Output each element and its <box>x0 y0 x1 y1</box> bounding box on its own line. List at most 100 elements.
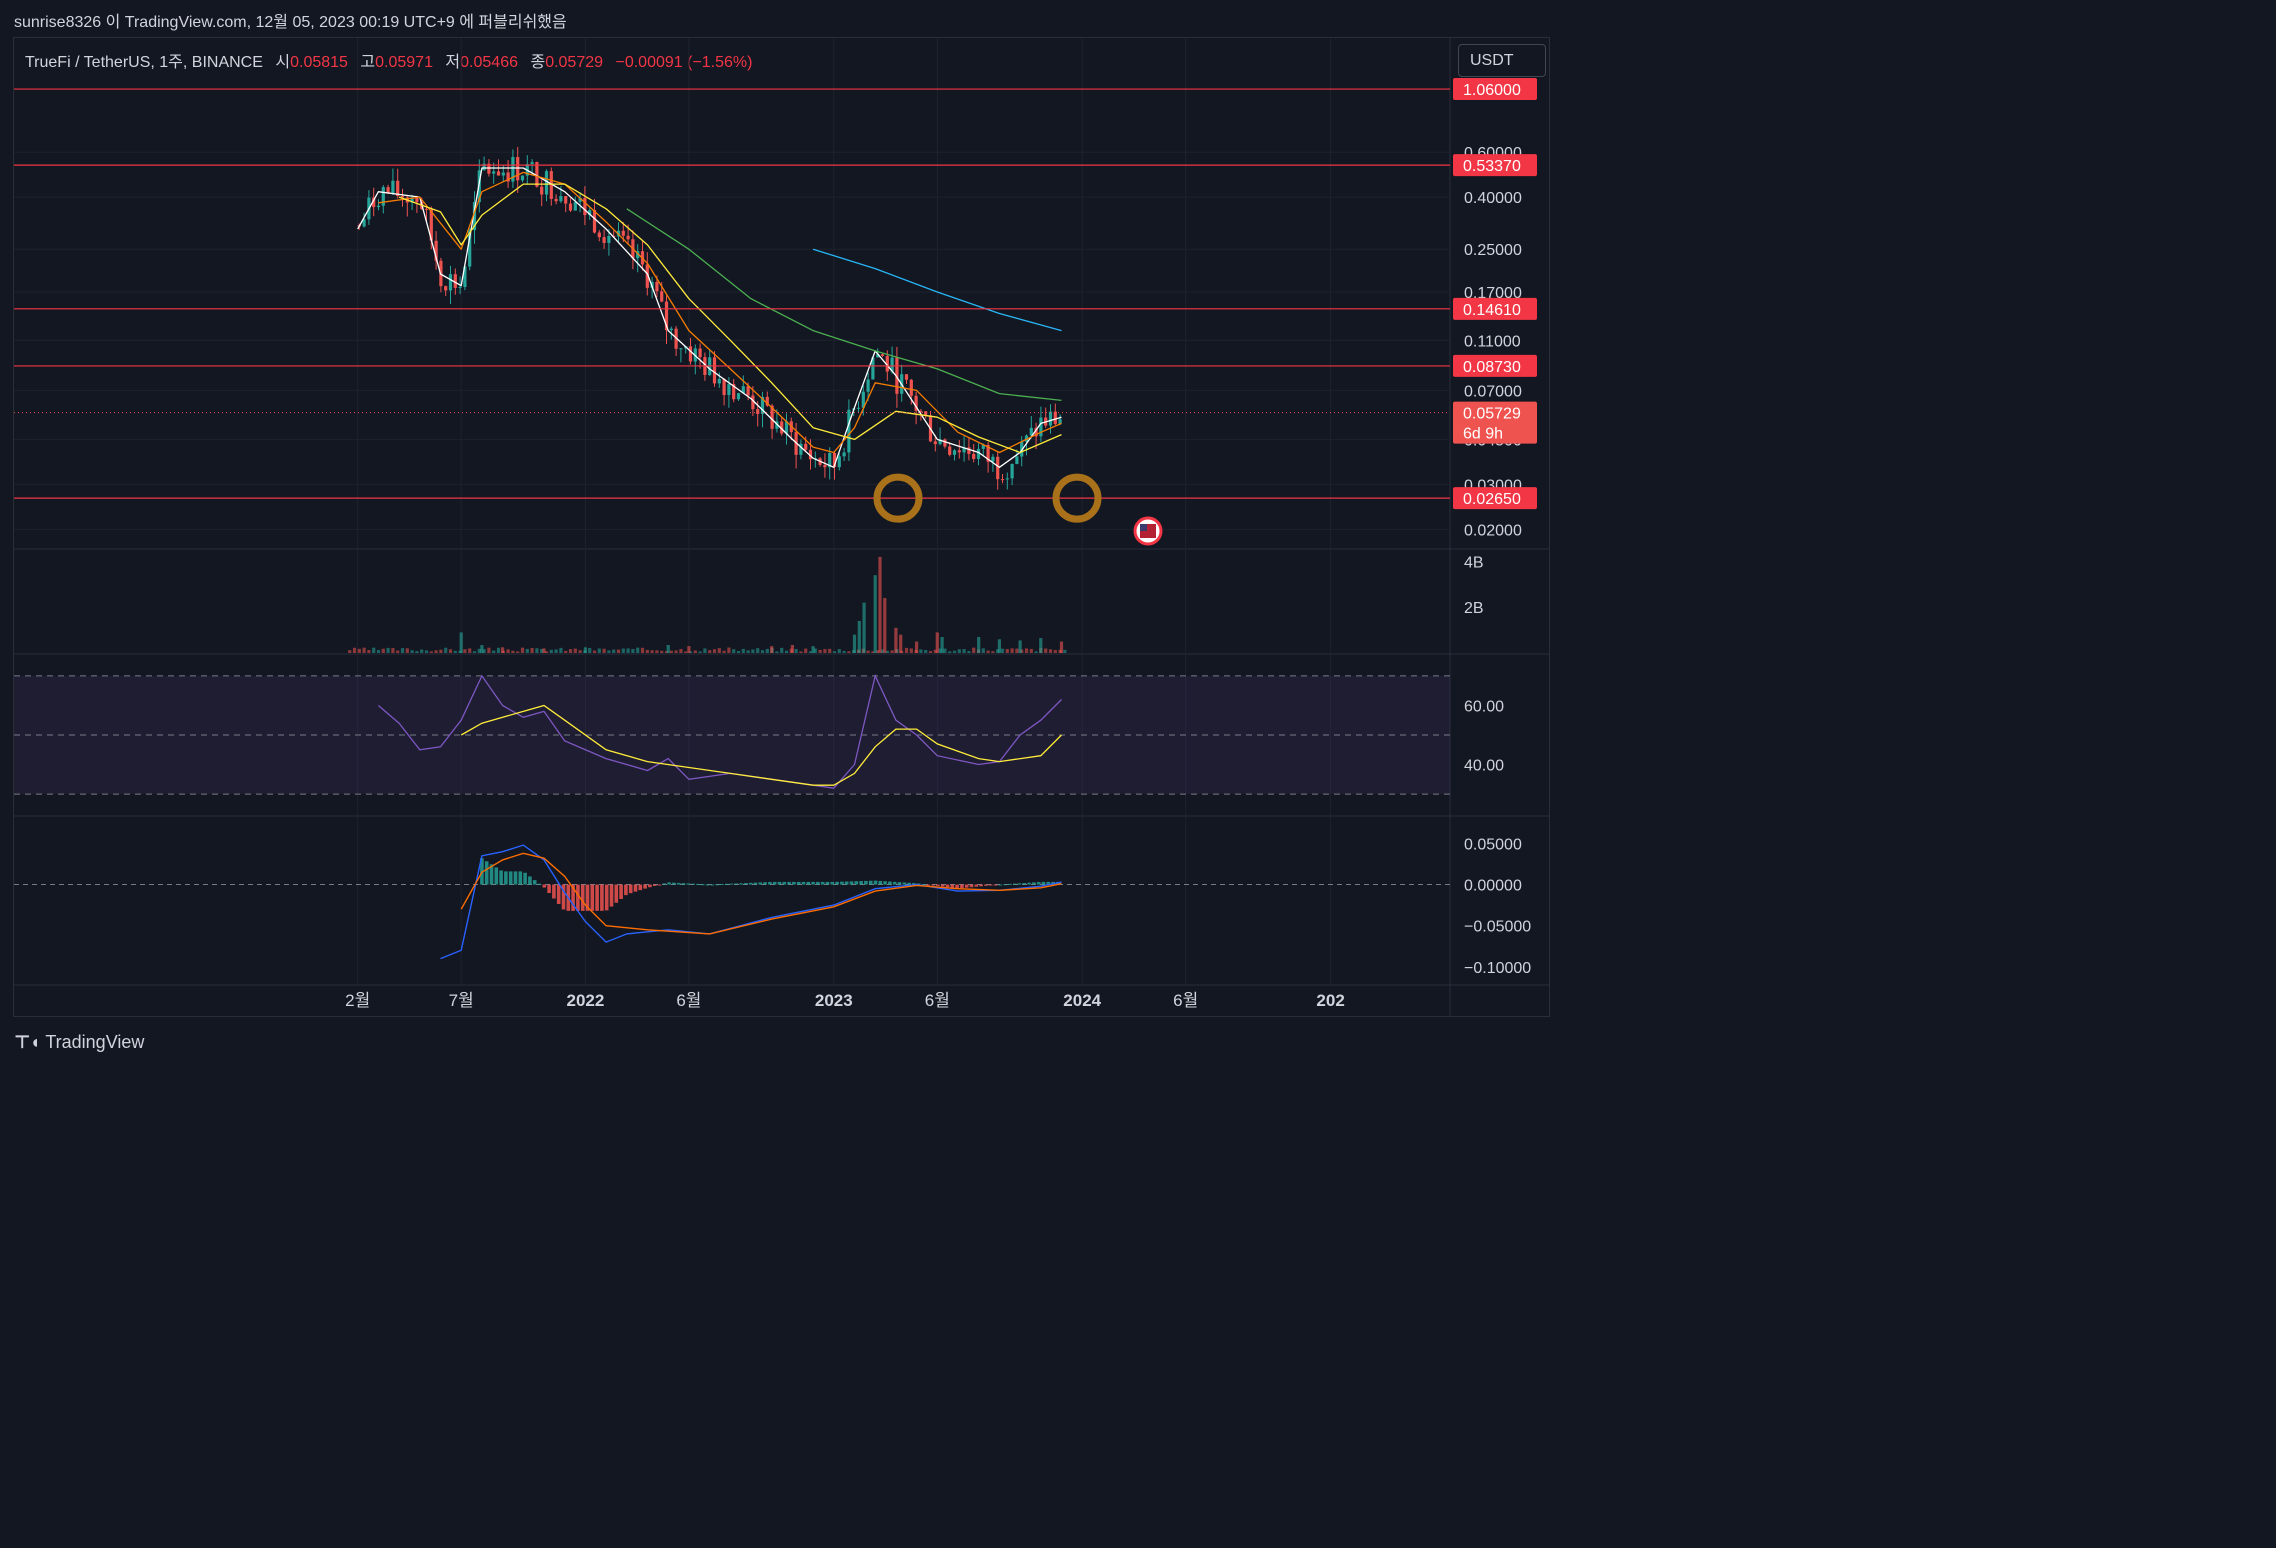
volume-bar <box>487 647 491 653</box>
candle-body <box>1039 417 1043 437</box>
x-tick-label: 7월 <box>449 991 474 1010</box>
volume-bar <box>756 648 760 653</box>
candle-body <box>732 384 736 400</box>
macd-histogram-bar <box>624 884 628 896</box>
volume-bar <box>972 647 976 653</box>
volume-bar <box>890 650 894 653</box>
candle-body <box>828 453 832 468</box>
macd-line <box>460 852 1062 935</box>
candle-body <box>482 163 486 171</box>
macd-histogram-bar <box>926 884 931 886</box>
macd-histogram-bar <box>748 882 753 885</box>
volume-bar <box>873 575 877 653</box>
macd-histogram-bar <box>931 884 935 886</box>
candle-body <box>765 396 769 406</box>
volume-bar <box>468 648 472 653</box>
macd-histogram-bar <box>628 884 633 894</box>
volume-bar <box>655 650 659 653</box>
candle-body <box>1048 411 1053 426</box>
low-label: 저 <box>445 54 461 71</box>
volume-bar <box>957 649 961 653</box>
macd-histogram-bar <box>859 881 863 885</box>
volume-bar <box>876 650 880 653</box>
volume-bar <box>852 634 857 653</box>
candle-body <box>751 395 755 410</box>
candle-body <box>1034 427 1038 437</box>
macd-histogram-bar <box>945 884 950 888</box>
volume-bar <box>866 650 870 653</box>
volume-bar <box>1010 648 1014 653</box>
symbol-title[interactable]: TrueFi / TetherUS, 1주, BINANCE <box>25 54 263 71</box>
macd-histogram-bar <box>643 884 647 889</box>
macd-histogram-bar <box>595 884 599 911</box>
candle-body <box>847 409 851 453</box>
macd-histogram-bar <box>988 884 993 886</box>
open-value: 0.05815 <box>290 54 348 71</box>
bottom-circle-marker <box>1052 473 1102 523</box>
volume-bar <box>804 648 808 653</box>
macd-histogram-bar <box>787 881 791 885</box>
macd-histogram-bar <box>715 884 719 886</box>
macd-histogram-bar <box>854 881 859 885</box>
volume-bar <box>1053 649 1057 653</box>
candle-body <box>919 410 923 412</box>
volume-bar <box>564 650 568 653</box>
volume-bar <box>967 651 971 653</box>
volume-bar <box>899 634 903 653</box>
volume-bar <box>948 651 952 653</box>
level-price-label: 0.08730 <box>1463 359 1521 376</box>
candle-body <box>775 421 779 429</box>
macd-histogram-bar <box>648 884 652 888</box>
macd-histogram-bar <box>820 881 825 885</box>
candle-body <box>444 286 448 291</box>
volume-bar <box>847 651 851 653</box>
volume-tick-label: 4B <box>1464 554 1484 571</box>
volume-bar <box>535 648 539 653</box>
macd-histogram-bar <box>561 884 566 910</box>
macd-histogram-bar <box>840 881 844 885</box>
macd-histogram-bar <box>772 881 777 885</box>
volume-bar <box>348 650 352 653</box>
volume-bar <box>1063 649 1067 653</box>
macd-histogram-bar <box>676 882 681 885</box>
tradingview-brand[interactable]: ⊤◖ TradingView <box>14 1032 144 1053</box>
volume-bar <box>962 649 966 653</box>
volume-bar <box>818 649 822 653</box>
macd-histogram-bar <box>720 884 724 886</box>
macd-histogram-bar <box>638 884 643 891</box>
macd-histogram-bar <box>955 884 959 889</box>
volume-bar <box>367 649 371 653</box>
x-tick-label: 6월 <box>925 991 950 1010</box>
volume-bar <box>751 649 755 653</box>
x-tick-label: 202 <box>1316 991 1344 1010</box>
currency-button[interactable]: USDT <box>1458 44 1546 77</box>
volume-bar <box>1000 648 1005 653</box>
candle-body <box>885 355 889 372</box>
candle-body <box>736 393 741 400</box>
candle-body <box>660 291 664 302</box>
volume-bar <box>880 649 885 653</box>
candle-body <box>866 379 870 392</box>
volume-bar <box>808 651 813 653</box>
macd-histogram-bar <box>835 881 839 885</box>
candle-body <box>727 384 731 396</box>
macd-histogram-bar <box>825 881 830 885</box>
candle-body <box>669 328 673 331</box>
change-value: −0.00091 (−1.56%) <box>615 54 753 71</box>
volume-bar <box>492 650 496 653</box>
macd-histogram-bar <box>504 871 508 885</box>
candle-body <box>583 197 587 216</box>
volume-bar <box>415 651 419 653</box>
candle-body <box>1010 463 1014 479</box>
volume-bar <box>496 647 501 653</box>
volume-bar <box>607 650 611 653</box>
macd-histogram-bar <box>614 884 619 903</box>
close-value: 0.05729 <box>545 54 604 71</box>
chart-canvas[interactable]: 2월 7월 2022 6월 2023 6월 2024 6월 2020.600000.400000… <box>0 0 1568 1066</box>
macd-histogram-bar <box>912 883 916 885</box>
volume-bar <box>698 651 702 653</box>
macd-histogram-bar <box>792 881 796 885</box>
price-tick-label: 0.11000 <box>1464 333 1521 350</box>
candle-body <box>559 196 563 202</box>
candle-body <box>756 409 760 414</box>
